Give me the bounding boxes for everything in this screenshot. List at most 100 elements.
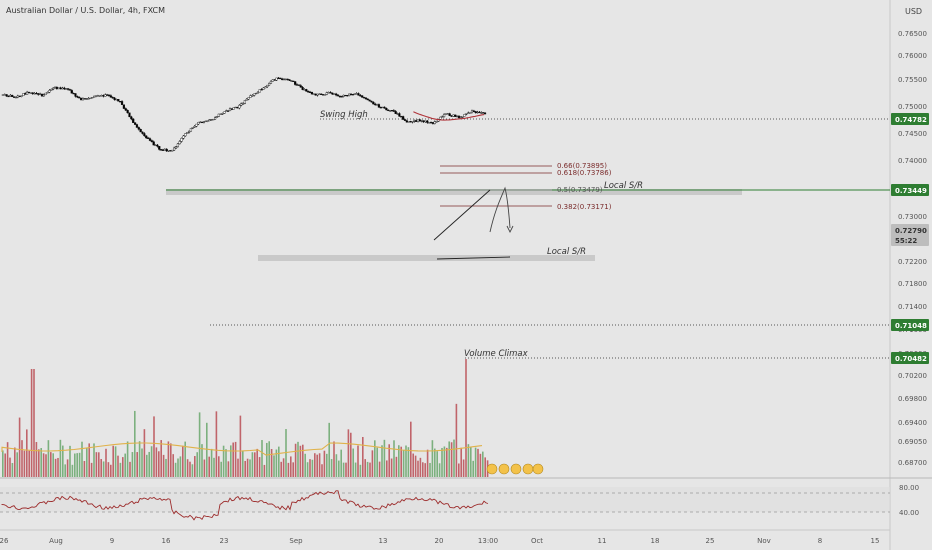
candle-up — [428, 122, 431, 124]
volume-bar — [455, 403, 458, 477]
volume-bar — [153, 416, 155, 477]
projection-path[interactable] — [489, 186, 511, 233]
volume-bar — [426, 449, 429, 477]
volume-bar — [366, 461, 369, 477]
candle-up — [355, 93, 358, 95]
rsi-line — [1, 490, 489, 521]
economic-event-icon[interactable] — [532, 463, 544, 475]
candle-up — [115, 99, 118, 101]
candle-up — [465, 113, 468, 115]
volume-bar — [246, 458, 249, 477]
volume-bar — [482, 451, 484, 477]
price-tick-label: 0.68700 — [898, 459, 927, 467]
candle-down — [299, 85, 302, 88]
candle-up — [221, 113, 224, 115]
candle-down — [385, 108, 388, 111]
economic-event-icon[interactable] — [522, 463, 534, 475]
volume-bar — [318, 453, 321, 477]
candle-up — [312, 93, 315, 95]
local-sr-lower-zone — [258, 255, 595, 261]
price-badge-label: 0.70482 — [895, 355, 927, 363]
volume-bar — [398, 445, 400, 477]
candle-up — [173, 147, 176, 151]
candle-up — [199, 121, 202, 124]
candle-down — [478, 111, 481, 114]
candle-down — [66, 88, 70, 90]
time-tick-label: Nov — [757, 537, 771, 545]
candle-down — [377, 104, 381, 108]
candle-up — [232, 107, 235, 110]
candle-down — [227, 110, 230, 112]
fib-0-618-label: 0.618(0.73786) — [557, 169, 612, 177]
volume-bar — [167, 441, 170, 477]
volume-bar — [467, 444, 470, 477]
volume-bar — [148, 451, 150, 477]
candle-up — [446, 113, 449, 115]
candle-up — [269, 81, 273, 84]
candle-up — [98, 95, 101, 97]
candle-down — [292, 80, 295, 82]
candle-up — [282, 78, 286, 81]
candle-up — [16, 95, 19, 98]
candle-up — [439, 116, 442, 120]
candle-down — [200, 121, 204, 124]
candle-up — [266, 84, 269, 88]
candle-down — [7, 95, 10, 98]
price-badge-label: 0.71048 — [895, 322, 927, 330]
candle-up — [342, 94, 345, 97]
volume-bar — [294, 443, 297, 477]
candle-down — [351, 94, 354, 96]
candle-up — [1, 94, 4, 96]
volume-bar — [470, 447, 472, 477]
candle-down — [474, 111, 477, 114]
candle-down — [305, 89, 308, 92]
volume-bar — [131, 452, 134, 477]
candle-down — [119, 101, 122, 103]
volume-bar — [35, 442, 38, 477]
price-tick-label: 0.69050 — [898, 438, 927, 446]
candle-up — [416, 119, 420, 122]
volume-ma-line — [1, 442, 483, 456]
time-tick-label: 9 — [110, 537, 114, 545]
volume-bar — [162, 454, 165, 477]
candle-down — [472, 110, 475, 112]
candle-down — [400, 116, 403, 118]
price-badge-label: 0.73449 — [895, 187, 927, 195]
rising-wedge-upper-line[interactable] — [433, 189, 491, 241]
candle-up — [325, 92, 328, 95]
time-tick-label: Sep — [289, 537, 303, 545]
candle-up — [459, 117, 462, 119]
candle-down — [392, 110, 395, 112]
volume-bar — [150, 446, 153, 477]
candle-up — [461, 116, 464, 118]
candle-down — [63, 87, 66, 90]
candle-up — [424, 120, 427, 123]
volume-bar — [155, 447, 158, 477]
candle-down — [11, 94, 14, 98]
candle-down — [331, 92, 334, 95]
candle-up — [456, 115, 459, 118]
candle-down — [161, 149, 165, 151]
volume-bar — [369, 462, 371, 477]
economic-event-icon[interactable] — [498, 463, 510, 475]
economic-event-icon[interactable] — [486, 463, 498, 475]
volume-bar — [407, 447, 410, 477]
local-sr-upper-zone — [166, 189, 742, 195]
candle-down — [336, 94, 340, 97]
economic-event-icon[interactable] — [510, 463, 522, 475]
price-axis-pane[interactable] — [890, 0, 932, 550]
candle-down — [290, 80, 293, 82]
candle-up — [381, 106, 384, 109]
volume-bar — [400, 446, 402, 477]
candle-down — [374, 103, 377, 106]
candle-up — [57, 87, 60, 89]
volume-bar — [419, 457, 422, 477]
volume-bar — [138, 441, 141, 477]
rising-wedge-lower-line[interactable] — [436, 256, 511, 260]
volume-bar — [417, 460, 419, 477]
time-tick-label: 13 — [379, 537, 388, 545]
candle-up — [316, 93, 319, 96]
volume-bar — [16, 452, 18, 477]
candle-down — [137, 127, 140, 130]
